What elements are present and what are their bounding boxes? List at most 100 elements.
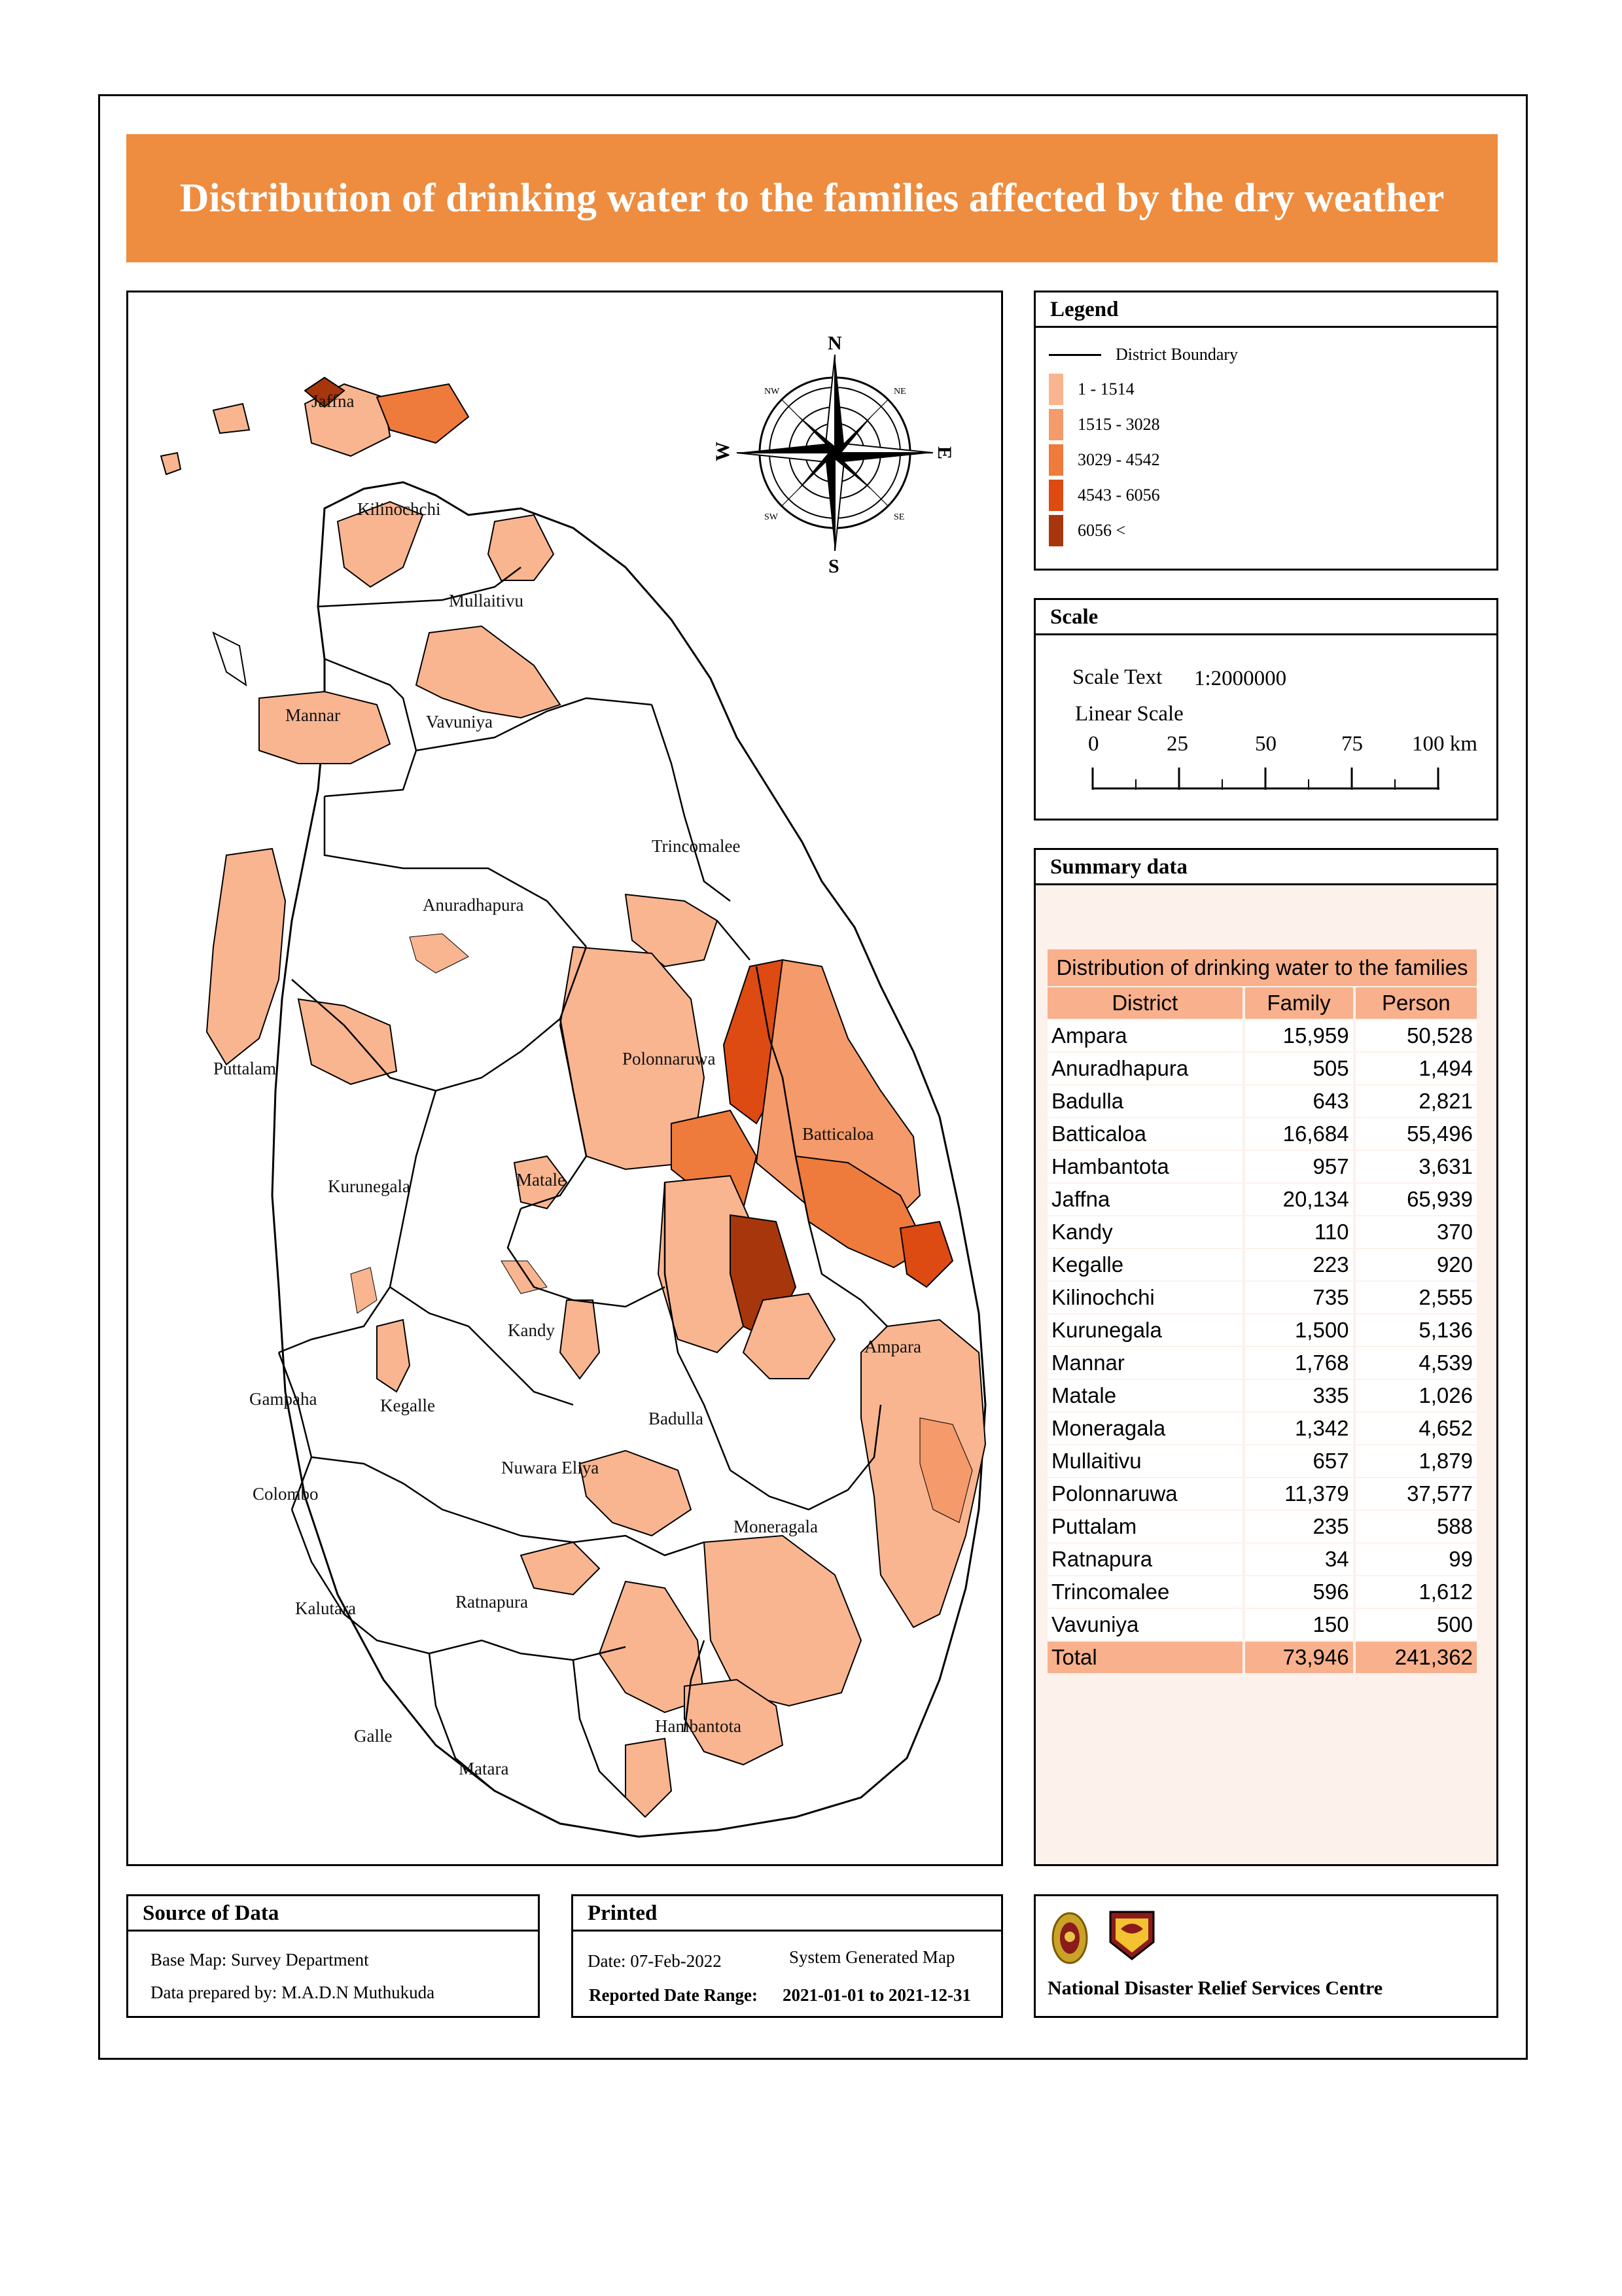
legend-swatch <box>1049 515 1063 546</box>
legend-class-1: 1 - 1514 <box>1049 374 1135 405</box>
boundary-line-icon <box>1049 353 1101 356</box>
cell-person: 37,577 <box>1355 1478 1477 1510</box>
source-heading: Source of Data <box>128 1896 538 1932</box>
anuradhapura-patch <box>409 933 469 974</box>
table-row: Mullaitivu 657 1,879 <box>1048 1445 1477 1477</box>
cell-district: Batticaloa <box>1048 1118 1243 1150</box>
label-batticaloa: Batticaloa <box>802 1124 873 1144</box>
jaffna-peninsula <box>304 376 345 408</box>
legend-box: Legend District Boundary 1 - 1514 1515 -… <box>1034 291 1498 571</box>
cell-district: Moneragala <box>1048 1413 1243 1444</box>
cell-district: Jaffna <box>1048 1184 1243 1215</box>
cell-family: 11,379 <box>1244 1478 1353 1510</box>
cell-person: 588 <box>1355 1511 1477 1542</box>
cell-person: 1,494 <box>1355 1053 1477 1084</box>
legend-label: 3029 - 4542 <box>1078 450 1160 469</box>
cell-district: Hambantota <box>1048 1151 1243 1182</box>
label-polonnaruwa: Polonnaruwa <box>622 1049 715 1069</box>
trincomalee-area <box>624 893 718 968</box>
label-kilinochchi: Kilinochchi <box>357 499 440 519</box>
map-svg: Jaffna Kilinochchi Mullaitivu Mannar Vav… <box>160 332 987 1838</box>
mullaitivu-area <box>487 514 555 581</box>
label-kalutara: Kalutara <box>295 1598 356 1618</box>
table-row: Polonnaruwa 11,379 37,577 <box>1048 1478 1477 1510</box>
legend-swatch <box>1049 409 1063 440</box>
label-kandy: Kandy <box>508 1320 555 1340</box>
cell-person: 1,879 <box>1355 1445 1477 1477</box>
cell-family: 15,959 <box>1244 1020 1353 1051</box>
mannar-area <box>258 690 391 764</box>
summary-table-title: Distribution of drinking water to the fa… <box>1048 949 1477 986</box>
district-labels: Jaffna Kilinochchi Mullaitivu Mannar Vav… <box>213 391 921 1778</box>
government-emblem-icon <box>1051 1912 1088 1964</box>
cell-person: 3,631 <box>1355 1151 1477 1182</box>
matale-south-patch <box>501 1260 548 1294</box>
cell-family: 235 <box>1244 1511 1353 1542</box>
cell-person: 370 <box>1355 1216 1477 1248</box>
cell-family: 596 <box>1244 1576 1353 1608</box>
col-person: Person <box>1355 987 1477 1019</box>
printed-heading: Printed <box>573 1896 1001 1932</box>
summary-table: Distribution of drinking water to the fa… <box>1045 948 1479 1674</box>
summary-heading: Summary data <box>1036 850 1496 885</box>
table-row: Moneragala 1,342 4,652 <box>1048 1413 1477 1444</box>
printed-date: Date: 07-Feb-2022 <box>588 1951 722 1971</box>
cell-person: 500 <box>1355 1609 1477 1640</box>
cell-family: 150 <box>1244 1609 1353 1640</box>
anuradhapura-area <box>297 998 398 1086</box>
puttalam-area <box>205 847 287 1066</box>
cell-person: 4,652 <box>1355 1413 1477 1444</box>
cell-district: Kurunegala <box>1048 1315 1243 1346</box>
cell-family: 1,342 <box>1244 1413 1353 1444</box>
range-label: Reported Date Range: <box>589 1985 758 2005</box>
legend-label: 4543 - 6056 <box>1078 486 1160 504</box>
cell-person: 2,821 <box>1355 1086 1477 1117</box>
cell-total-family: 73,946 <box>1244 1642 1353 1673</box>
scale-tick-25: 25 <box>1167 732 1188 756</box>
scale-tick-0: 0 <box>1088 732 1099 756</box>
scale-box: Scale Scale Text 1:2000000 Linear Scale … <box>1034 598 1498 821</box>
cell-district: Trincomalee <box>1048 1576 1243 1608</box>
table-row: Ampara 15,959 50,528 <box>1048 1020 1477 1051</box>
cell-family: 34 <box>1244 1544 1353 1575</box>
map-title: Distribution of drinking water to the fa… <box>126 134 1498 262</box>
cell-person: 5,136 <box>1355 1315 1477 1346</box>
printed-box: Printed Date: 07-Feb-2022 System Generat… <box>571 1894 1003 2018</box>
table-row: Ratnapura 34 99 <box>1048 1544 1477 1575</box>
moneragala-area <box>703 1534 862 1707</box>
range-value: 2021-01-01 to 2021-12-31 <box>783 1985 971 2005</box>
map-frame <box>98 94 1528 2060</box>
prepared-by-text: Data prepared by: M.A.D.N Muthukuda <box>150 1983 435 2002</box>
cell-district: Kegalle <box>1048 1249 1243 1280</box>
cell-person: 920 <box>1355 1249 1477 1280</box>
island-delft <box>160 451 182 476</box>
island-mannar <box>212 631 247 687</box>
base-map-text: Base Map: Survey Department <box>150 1950 369 1969</box>
label-trincomalee: Trincomalee <box>652 836 740 856</box>
compass-ne: NE <box>894 387 906 397</box>
cell-district: Kilinochchi <box>1048 1282 1243 1313</box>
table-row: Hambantota 957 3,631 <box>1048 1151 1477 1182</box>
cell-person: 65,939 <box>1355 1184 1477 1215</box>
island-nainativu <box>212 402 251 434</box>
cell-family: 505 <box>1244 1053 1353 1084</box>
scale-tick-75: 75 <box>1341 732 1363 756</box>
legend-class-2: 1515 - 3028 <box>1049 409 1160 440</box>
label-moneragala: Moneragala <box>733 1517 818 1536</box>
scale-tick-50: 50 <box>1255 732 1277 756</box>
table-row: Vavuniya 150 500 <box>1048 1609 1477 1640</box>
cell-district: Vavuniya <box>1048 1609 1243 1640</box>
cell-person: 4,539 <box>1355 1347 1477 1379</box>
legend-boundary: District Boundary <box>1049 345 1238 364</box>
ratnapura-patch <box>520 1541 601 1596</box>
ampara-inner <box>919 1417 973 1523</box>
district-boundaries <box>277 567 888 1798</box>
map-panel[interactable]: Jaffna Kilinochchi Mullaitivu Mannar Vav… <box>126 291 1003 1866</box>
linear-scale-label: Linear Scale <box>1075 702 1184 726</box>
label-kegalle: Kegalle <box>380 1396 435 1415</box>
label-vavuniya: Vavuniya <box>426 712 493 732</box>
label-matara: Matara <box>459 1759 508 1778</box>
compass-se: SE <box>894 512 904 522</box>
legend-class-4: 4543 - 6056 <box>1049 480 1160 511</box>
badulla-area <box>742 1292 836 1379</box>
